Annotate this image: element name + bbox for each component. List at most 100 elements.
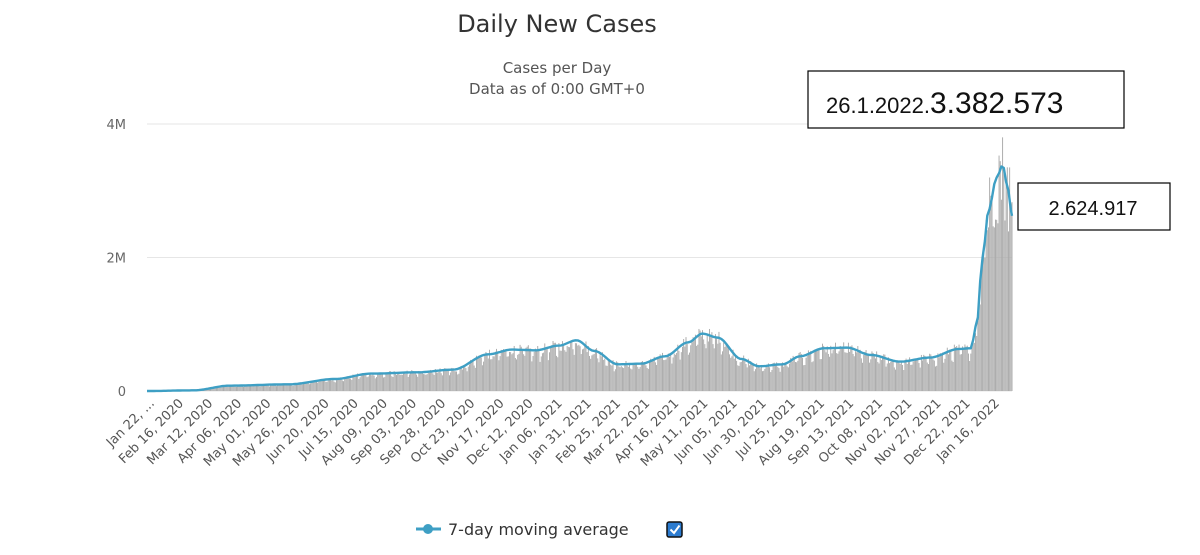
daily-bar [308,384,310,391]
daily-bar [255,384,257,391]
daily-bar [440,373,442,391]
daily-bar [343,381,345,391]
daily-bar [310,383,312,391]
daily-bar [687,354,689,391]
daily-bar [997,223,999,391]
daily-bar [374,378,376,391]
daily-bar [483,361,485,391]
daily-bar [459,368,461,391]
daily-bar [791,361,793,391]
daily-bar [891,359,893,391]
daily-bar [581,349,583,391]
y-axis: 0 2M 4M [107,118,127,400]
daily-bar [617,362,619,391]
daily-bar [300,384,302,391]
daily-bar [579,346,581,391]
daily-bar [699,330,701,391]
legend[interactable]: 7-day moving average [416,520,683,539]
daily-bar [846,352,848,391]
daily-bar [353,377,355,391]
daily-bar [481,365,483,391]
daily-bar [436,372,437,391]
daily-bar [691,342,693,391]
daily-bar [947,354,949,391]
daily-bar [993,227,995,391]
daily-bar [331,380,333,391]
daily-bar [782,362,783,391]
daily-bar [684,346,686,391]
daily-bar [407,376,409,391]
daily-bar [712,344,714,391]
daily-bar [491,359,493,391]
peak-annotation-text: 26.1.2022.3.382.573 [826,87,1063,120]
daily-bar [361,373,363,391]
daily-bar [753,371,755,391]
daily-bar [405,374,407,391]
daily-bar [428,372,430,391]
daily-bar [337,380,339,391]
daily-bar [299,383,301,391]
daily-bar [713,348,715,391]
daily-bar [569,347,570,391]
daily-bar [885,366,887,391]
daily-bar [864,351,866,391]
daily-bar [927,364,929,391]
daily-bar [744,359,746,391]
daily-bar [674,354,676,391]
daily-bar [789,363,791,391]
daily-bar [631,369,633,391]
daily-bar [370,374,372,391]
legend-checkbox[interactable] [666,521,683,538]
daily-bar [980,265,982,391]
daily-bar [598,362,600,391]
daily-bar [603,359,605,391]
daily-bar [679,359,681,391]
daily-bar [887,357,889,391]
daily-bar [845,352,847,391]
daily-bar [722,351,723,391]
daily-bar [779,371,781,391]
daily-bar [551,345,553,391]
daily-bar [546,348,548,391]
daily-bar [936,365,938,391]
daily-bar [385,373,387,391]
daily-bar [899,363,901,391]
daily-bar [291,385,293,391]
daily-bar [965,346,967,391]
daily-bar [724,346,726,391]
daily-bar [488,349,490,391]
daily-bar [843,342,845,391]
daily-bar [425,374,427,391]
daily-bar [279,384,281,391]
moving-average-line [147,165,1014,393]
daily-bar [557,357,559,391]
daily-bar [665,359,667,391]
daily-bar [536,350,538,391]
daily-bar [692,337,694,391]
daily-bar [972,338,974,391]
checkbox-box[interactable] [666,521,683,538]
daily-bar [213,387,215,391]
daily-bar [844,352,846,391]
daily-bar [794,362,796,391]
daily-bar [971,345,973,391]
daily-bar [223,386,224,391]
daily-bar [833,348,835,391]
daily-bar [863,354,865,391]
daily-bar [898,362,900,391]
daily-bar [959,354,961,391]
daily-bar [950,350,952,391]
daily-bar [397,373,399,391]
daily-bar [930,354,932,391]
daily-bar [985,220,987,391]
daily-bar [639,367,641,391]
daily-bar [493,356,495,391]
daily-bar [859,349,861,391]
daily-bar [879,356,881,391]
daily-bar [705,348,707,391]
daily-bar [290,384,292,391]
daily-bar [315,381,317,391]
daily-bar [280,385,282,391]
daily-bar [850,346,852,391]
